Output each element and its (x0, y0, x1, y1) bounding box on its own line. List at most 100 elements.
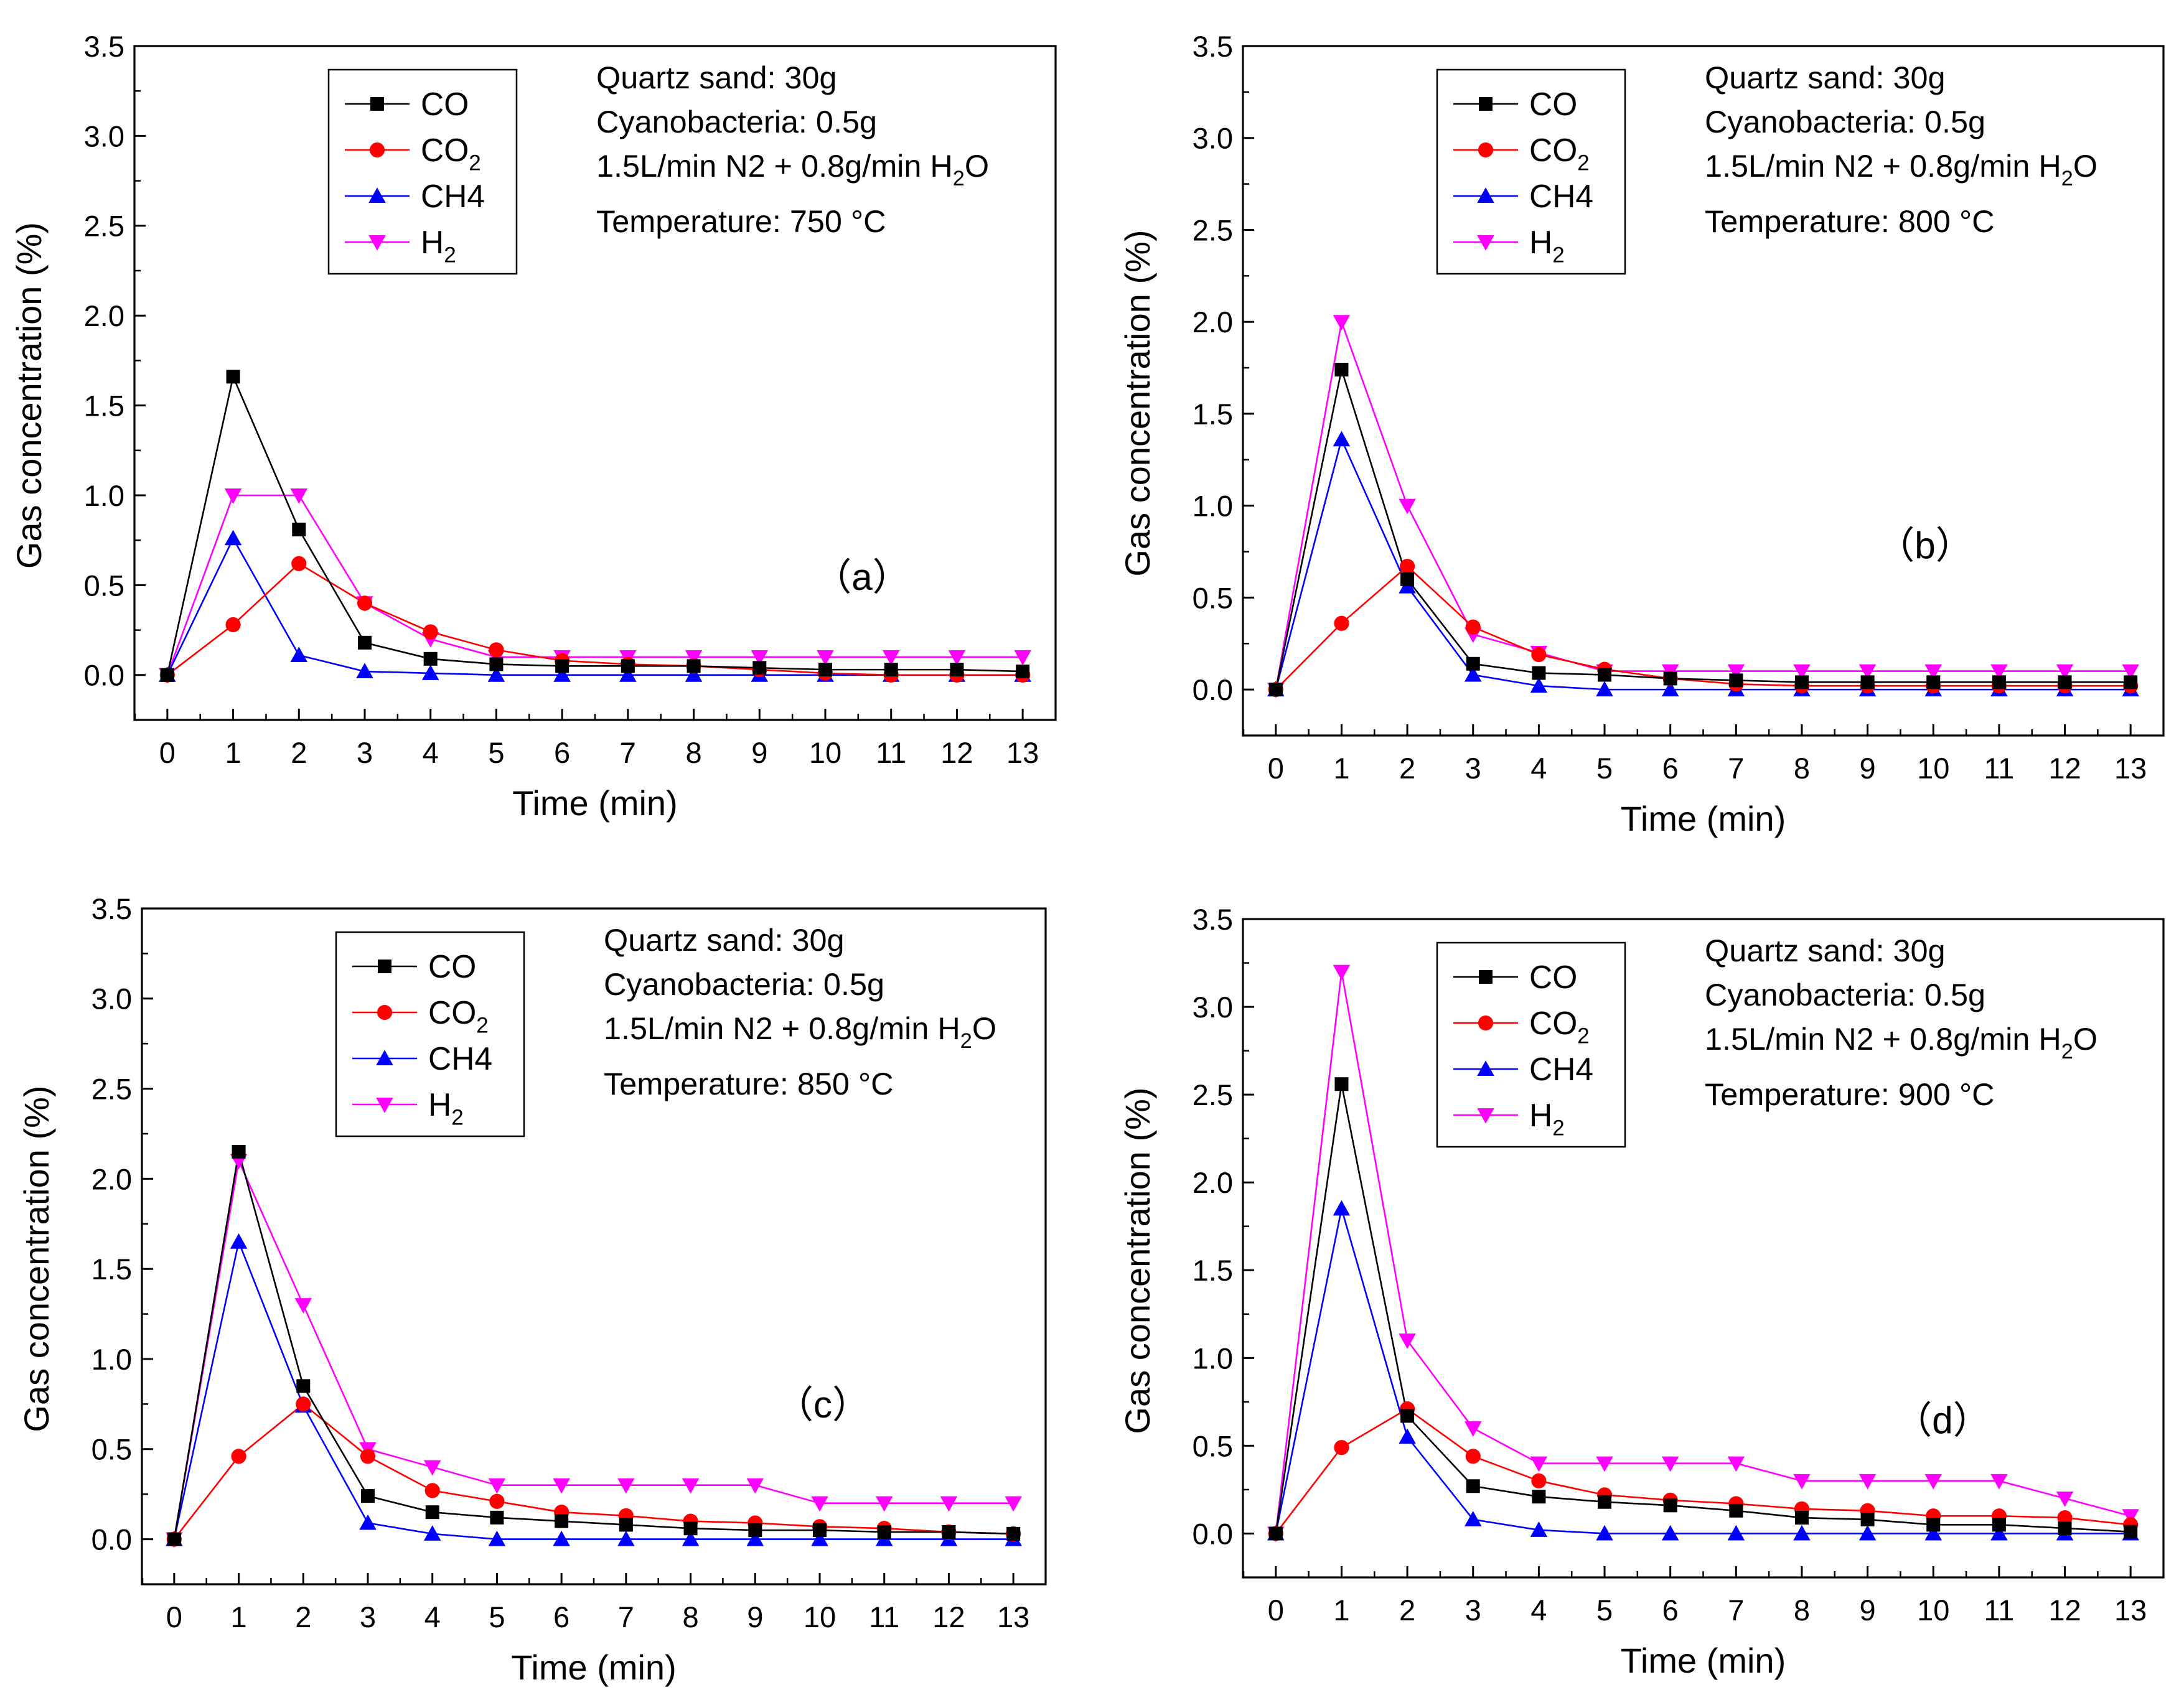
data-point-co (2058, 1521, 2072, 1536)
data-point-co2 (1531, 647, 1547, 663)
annotation-line: Quartz sand: 30g (596, 60, 837, 95)
x-tick-label: 12 (940, 736, 973, 769)
data-point-co (1532, 666, 1546, 680)
data-point-co (1268, 683, 1283, 697)
data-point-h2 (751, 650, 769, 666)
annotation-line: Temperature: 900 °C (1705, 1077, 1995, 1112)
series-line-co2 (1275, 565, 2131, 691)
y-tick-label: 3.5 (1193, 903, 1233, 936)
data-point-h2 (1793, 1473, 1811, 1490)
data-point-co (1532, 1490, 1546, 1504)
y-tick-label: 3.5 (84, 30, 124, 63)
data-point-ch4 (553, 666, 571, 682)
data-point-h2 (1399, 498, 1416, 515)
panel-label: （c） (776, 1383, 869, 1426)
x-tick-label: 6 (554, 736, 570, 769)
data-point-ch4 (487, 666, 505, 682)
data-point-co (813, 1523, 827, 1538)
legend-label-h2: H2​ (421, 224, 456, 267)
annotation-line: Quartz sand: 30g (1705, 60, 1946, 95)
data-point-ch4 (1399, 1428, 1416, 1444)
x-tick-label: 1 (230, 1600, 246, 1633)
y-tick-label: 0.0 (1193, 1517, 1233, 1550)
y-tick-label: 0.5 (91, 1433, 132, 1466)
data-point-co (619, 1518, 633, 1532)
data-point-co2 (296, 1396, 311, 1412)
data-point-ch4 (746, 1530, 764, 1546)
series-line-ch4 (1275, 437, 2131, 691)
y-tick-label: 3.5 (1193, 30, 1233, 63)
data-point-co (1794, 1511, 1809, 1525)
data-point-co (1663, 671, 1677, 686)
y-tick-label: 1.0 (91, 1343, 132, 1376)
x-tick-label: 1 (1333, 1594, 1349, 1627)
data-point-co (555, 1514, 569, 1528)
y-tick-label: 3.0 (1193, 122, 1233, 155)
data-point-ch4 (1661, 681, 1679, 697)
data-point-h2 (617, 1478, 635, 1494)
data-point-h2 (2122, 664, 2139, 680)
data-point-co (1006, 1526, 1021, 1541)
data-point-h2 (685, 650, 703, 666)
annotation-line: 1.5L/min N2 + 0.8g/min H2​O (604, 1011, 996, 1053)
data-point-ch4 (1465, 1511, 1482, 1526)
series-line-ch4 (1275, 1208, 2131, 1534)
y-tick-label: 2.5 (1193, 1078, 1233, 1111)
x-tick-label: 5 (1596, 1594, 1613, 1627)
annotation-line: Quartz sand: 30g (604, 922, 845, 958)
panel-label: （a） (814, 556, 911, 598)
y-tick-label: 0.0 (91, 1523, 132, 1556)
data-point-co2 (357, 595, 373, 611)
data-point-co2 (423, 624, 438, 640)
data-point-co (425, 1505, 439, 1520)
x-tick-label: 9 (1860, 752, 1876, 785)
x-tick-label: 3 (1465, 752, 1481, 785)
data-point-h2 (1793, 664, 1811, 680)
data-point-ch4 (421, 665, 439, 680)
data-point-h2 (488, 1478, 506, 1494)
x-tick-label: 12 (2048, 1594, 2081, 1627)
x-tick-label: 5 (1596, 752, 1613, 785)
data-point-ch4 (553, 1530, 570, 1546)
data-point-h2 (1924, 664, 1942, 680)
data-point-ch4 (1530, 677, 1548, 693)
data-point-co (2124, 1525, 2138, 1539)
x-tick-label: 8 (682, 1600, 698, 1633)
data-point-co (1992, 675, 2006, 689)
data-point-co (296, 1379, 311, 1393)
y-axis-label: Gas concentration (%) (9, 222, 49, 569)
x-axis-label: Time (min) (1621, 799, 1786, 838)
data-point-ch4 (1924, 1525, 1942, 1541)
y-tick-label: 3.0 (91, 983, 132, 1016)
data-point-ch4 (1793, 1525, 1811, 1541)
data-point-h2 (1727, 1456, 1745, 1472)
legend-box (1436, 68, 1626, 275)
data-point-ch4 (290, 647, 308, 663)
legend-marker-co (1479, 97, 1493, 111)
data-point-ch4 (1333, 431, 1351, 447)
legend-label-co: CO (1529, 86, 1577, 122)
x-tick-label: 5 (488, 736, 504, 769)
data-point-co (950, 663, 964, 677)
series-line-h2 (166, 494, 1023, 676)
x-tick-label: 4 (423, 736, 439, 769)
data-point-co (1016, 665, 1030, 679)
legend-marker-co (370, 97, 384, 111)
data-point-co2 (1465, 619, 1481, 635)
legend-label-ch4: CH4 (1529, 1051, 1593, 1087)
x-tick-label: 0 (159, 736, 176, 769)
y-tick-label: 2.0 (91, 1162, 132, 1195)
y-tick-label: 3.0 (1193, 991, 1233, 1024)
data-point-co2 (424, 1483, 440, 1498)
plot-frame (133, 45, 1057, 721)
chart-panel-c: 0.00.51.01.52.02.53.03.50 1 2 3 4 5 6 7 8 9 10 11 12… (17, 892, 1047, 1687)
data-point-h2 (746, 1478, 764, 1494)
chart-panel-b: 0.00.51.01.52.02.53.03.50 1 2 3 4 5 6 7 8 9 10 11 12… (1118, 30, 2165, 838)
data-point-co (752, 661, 767, 675)
x-tick-label: 7 (1728, 752, 1744, 785)
y-tick-label: 2.0 (84, 299, 124, 332)
y-tick-label: 2.0 (1193, 306, 1233, 339)
y-tick-label: 2.0 (1193, 1166, 1233, 1199)
data-point-co (232, 1144, 246, 1159)
legend-marker-ch4 (1477, 187, 1494, 203)
